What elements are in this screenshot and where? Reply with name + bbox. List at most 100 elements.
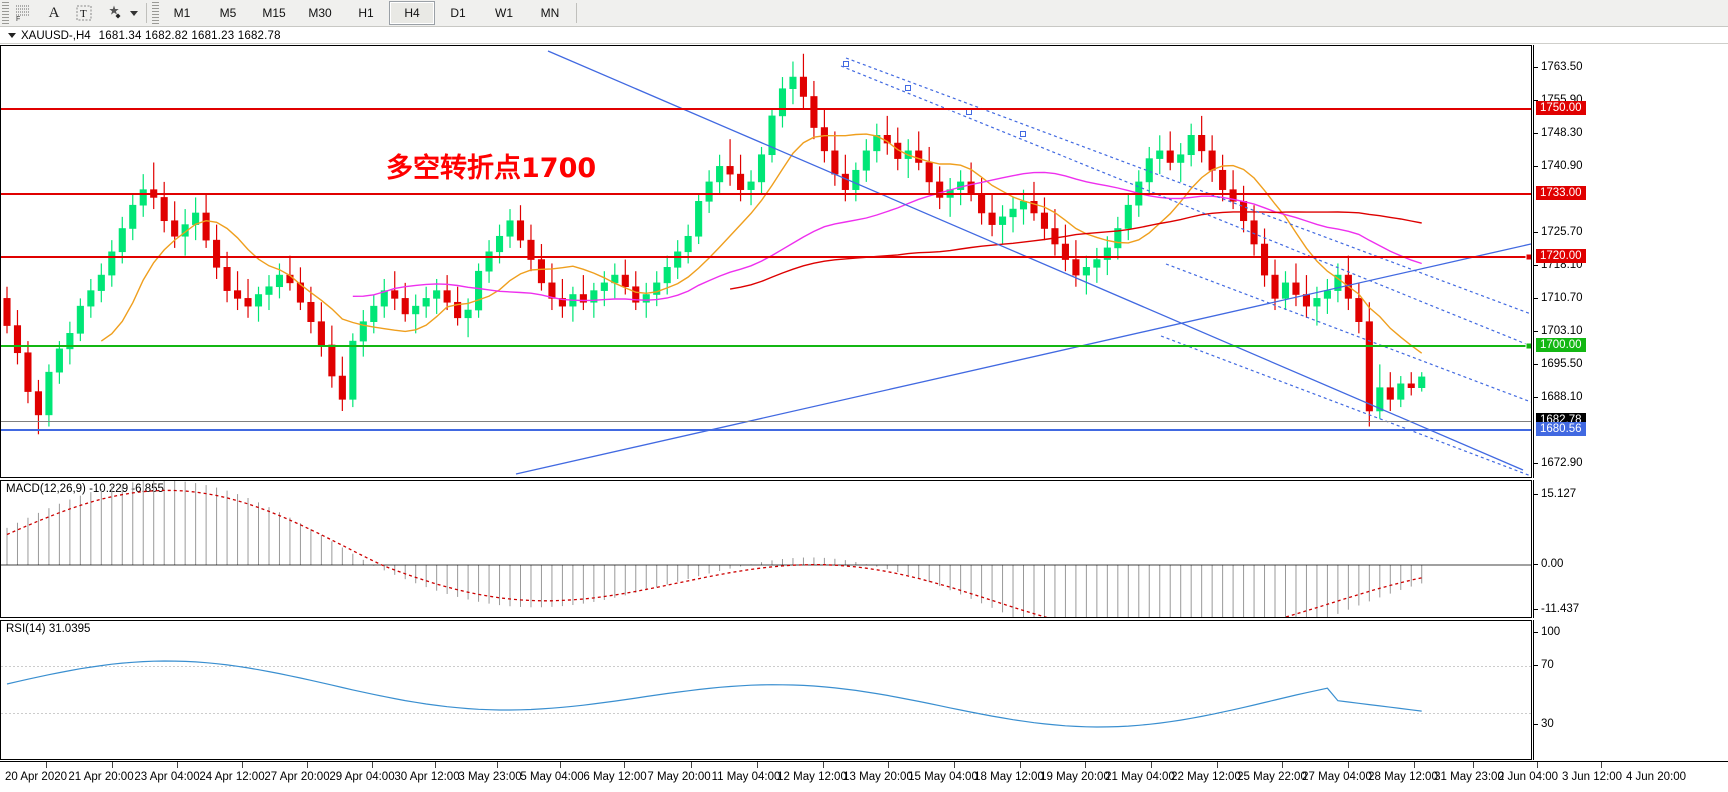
macd-axis[interactable]: 15.127 0.00 -11.437 [1533,480,1728,618]
main-toolbar: F A T M1 M5 M15 M30 H1 H4 D1 W1 MN [0,0,1728,27]
price-level-badge-1720-00[interactable]: 1720.00 [1536,249,1586,263]
time-axis-label: 15 May 04:00 [908,771,978,783]
price-tick-mark [1534,364,1538,365]
time-axis-separator [497,762,498,768]
price-tick-mark [1534,100,1538,101]
macd-axis-line [1533,480,1534,618]
chevron-down-icon[interactable] [130,10,138,16]
level-line-1720-00[interactable] [1,256,1531,258]
level-line-1700-00[interactable] [1,345,1531,347]
timeframe-m5[interactable]: M5 [219,6,237,20]
chart-annotation: 多空转折点1700 [386,153,597,184]
rsi-plot-area[interactable] [1,621,1531,759]
timeframe-grip[interactable] [152,2,159,24]
rsi-tick-mark [1534,632,1538,633]
price-level-badge-1680-56[interactable]: 1680.56 [1536,422,1586,436]
timeframe-m1[interactable]: M1 [173,6,191,20]
time-axis-label: 28 May 12:00 [1368,771,1438,783]
time-axis[interactable]: 20 Apr 2020 21 Apr 20:00 23 Apr 04:00 24 Ap… [0,761,1728,792]
timeframe-w1[interactable]: W1 [495,6,513,20]
rsi-tick-mark [1534,724,1538,725]
price-level-badge-1733-00[interactable]: 1733.00 [1536,186,1586,200]
macd-tick-mark [1534,494,1538,495]
rsi-axis-line [1533,620,1534,760]
time-axis-label: 25 May 22:00 [1237,771,1307,783]
price-tick-label: 1725.70 [1541,226,1583,238]
macd-tick-mark [1534,564,1538,565]
price-series-svg [3,50,1531,477]
price-plot-area[interactable]: 多空转折点1700 [1,46,1531,477]
price-tick-label: 1763.50 [1541,61,1583,73]
macd-tick-label: -11.437 [1541,603,1580,615]
macd-plot-area[interactable] [1,481,1531,617]
level-anchor-handle[interactable] [1525,253,1531,261]
candle-group [3,53,1426,435]
time-axis-separator [1601,762,1602,768]
timeframe-mn[interactable]: MN [540,6,560,20]
time-axis-separator [372,762,373,768]
toolbar-grip[interactable] [2,2,9,24]
macd-title: MACD(12,26,9) -10.229 -6.855 [6,483,164,495]
time-axis-label: 29 Apr 04:00 [329,771,395,783]
time-axis-label: 3 May 23:00 [458,771,522,783]
time-axis-separator [888,762,889,768]
time-axis-label: 30 Apr 12:00 [394,771,460,783]
macd-panel[interactable]: MACD(12,26,9) -10.229 -6.855 [0,480,1532,618]
crosshair-icon[interactable]: F [9,1,39,25]
ohlc-values: 1681.34 1682.82 1681.23 1682.78 [98,29,281,42]
time-axis-label: 21 Apr 20:00 [68,771,134,783]
price-level-badge-1700-00[interactable]: 1700.00 [1536,338,1586,352]
rsi-series-svg [1,660,1531,728]
price-tick-label: 1740.90 [1541,160,1583,172]
level-line-1750-00[interactable] [1,108,1531,110]
timeframe-h1[interactable]: H1 [358,6,374,20]
time-axis-separator [1537,762,1538,768]
time-axis-label: 6 May 12:00 [583,771,647,783]
time-axis-separator [624,762,625,768]
timeframe-m30[interactable]: M30 [308,6,332,20]
timeframe-h4[interactable]: H4 [389,1,435,25]
time-axis-separator [1282,762,1283,768]
level-line-1680-56[interactable] [1,429,1531,431]
price-tick-mark [1534,166,1538,167]
symbol-label: XAUUSD-,H4 [21,29,91,42]
rsi-tick-label: 100 [1541,626,1561,638]
level-line-1733-00[interactable] [1,193,1531,195]
time-axis-separator [1217,762,1218,768]
objects-icon[interactable] [99,1,129,25]
time-axis-label: 31 May 23:00 [1434,771,1504,783]
price-axis[interactable]: 1763.50 1755.90 1748.30 1740.90 1725.70 1718.… [1533,45,1728,502]
level-anchor-handle[interactable] [1525,342,1531,350]
price-tick-label: 1703.10 [1541,325,1583,337]
time-axis-separator [242,762,243,768]
time-axis-label: 12 May 12:00 [777,771,847,783]
price-tick-label: 1688.10 [1541,391,1583,403]
rsi-panel[interactable]: RSI(14) 31.0395 [0,620,1532,760]
rsi-axis[interactable]: 100 70 30 [1533,620,1728,760]
price-chart-panel[interactable]: 多空转折点1700 [0,45,1532,478]
rsi-tick-label: 30 [1541,718,1554,730]
macd-tick-mark [1534,609,1538,610]
price-level-badge-1750-00[interactable]: 1750.00 [1536,101,1586,115]
price-tick-label: 1748.30 [1541,127,1583,139]
timeframe-d1[interactable]: D1 [450,6,466,20]
time-axis-label: 27 Apr 20:00 [264,771,330,783]
timeframe-m15[interactable]: M15 [262,6,286,20]
time-axis-separator [1151,762,1152,768]
time-axis-label: 18 May 12:00 [974,771,1044,783]
time-axis-label: 19 May 20:00 [1040,771,1110,783]
last-price-line [1,421,1531,422]
collapse-triangle-icon[interactable] [8,33,16,38]
time-axis-separator [112,762,113,768]
text-box-icon[interactable]: T [69,1,99,25]
time-axis-label: 7 May 20:00 [647,771,711,783]
price-tick-mark [1534,67,1538,68]
time-axis-label: 21 May 04:00 [1105,771,1175,783]
timeframe-group: M1 M5 M15 M30 H1 H4 D1 W1 MN [159,1,573,25]
time-axis-label: 22 May 12:00 [1171,771,1241,783]
time-axis-label: 27 May 04:00 [1302,771,1372,783]
price-tick-mark [1534,397,1538,398]
time-axis-separator [1473,762,1474,768]
text-label-icon[interactable]: A [48,4,60,21]
time-axis-separator [954,762,955,768]
